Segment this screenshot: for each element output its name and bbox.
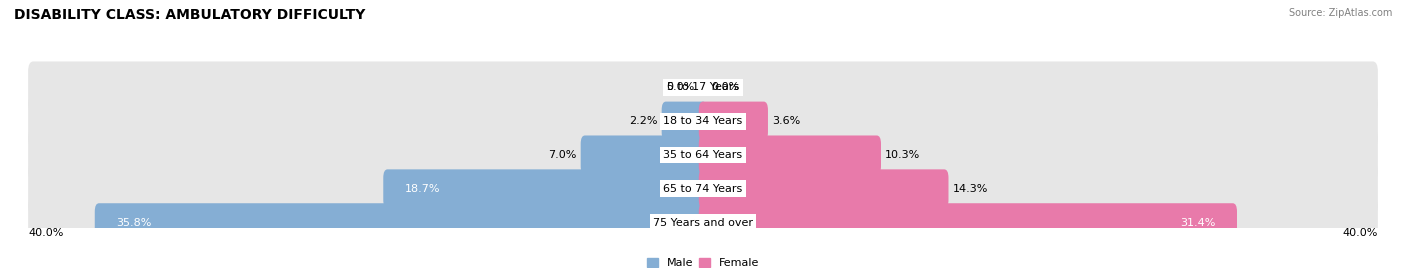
Text: 75 Years and over: 75 Years and over <box>652 218 754 228</box>
FancyBboxPatch shape <box>384 169 707 208</box>
Text: 18 to 34 Years: 18 to 34 Years <box>664 116 742 126</box>
Text: 7.0%: 7.0% <box>548 150 576 160</box>
Text: 35.8%: 35.8% <box>115 218 152 228</box>
Text: Source: ZipAtlas.com: Source: ZipAtlas.com <box>1288 8 1392 18</box>
Text: 0.0%: 0.0% <box>666 82 695 92</box>
Text: 65 to 74 Years: 65 to 74 Years <box>664 184 742 194</box>
FancyBboxPatch shape <box>28 163 1378 215</box>
FancyBboxPatch shape <box>94 203 707 242</box>
Legend: Male, Female: Male, Female <box>643 253 763 268</box>
Text: 10.3%: 10.3% <box>886 150 921 160</box>
FancyBboxPatch shape <box>28 129 1378 181</box>
Text: 40.0%: 40.0% <box>1343 228 1378 238</box>
FancyBboxPatch shape <box>28 95 1378 147</box>
Text: DISABILITY CLASS: AMBULATORY DIFFICULTY: DISABILITY CLASS: AMBULATORY DIFFICULTY <box>14 8 366 22</box>
Text: 18.7%: 18.7% <box>405 184 440 194</box>
Text: 14.3%: 14.3% <box>953 184 988 194</box>
Text: 3.6%: 3.6% <box>772 116 800 126</box>
FancyBboxPatch shape <box>28 197 1378 248</box>
FancyBboxPatch shape <box>28 61 1378 113</box>
Text: 5 to 17 Years: 5 to 17 Years <box>666 82 740 92</box>
Text: 0.0%: 0.0% <box>711 82 740 92</box>
Text: 2.2%: 2.2% <box>628 116 658 126</box>
Text: 40.0%: 40.0% <box>28 228 63 238</box>
Text: 31.4%: 31.4% <box>1181 218 1216 228</box>
FancyBboxPatch shape <box>699 203 1237 242</box>
FancyBboxPatch shape <box>581 136 707 174</box>
FancyBboxPatch shape <box>699 136 882 174</box>
FancyBboxPatch shape <box>662 102 707 140</box>
FancyBboxPatch shape <box>699 169 949 208</box>
FancyBboxPatch shape <box>699 102 768 140</box>
Text: 35 to 64 Years: 35 to 64 Years <box>664 150 742 160</box>
